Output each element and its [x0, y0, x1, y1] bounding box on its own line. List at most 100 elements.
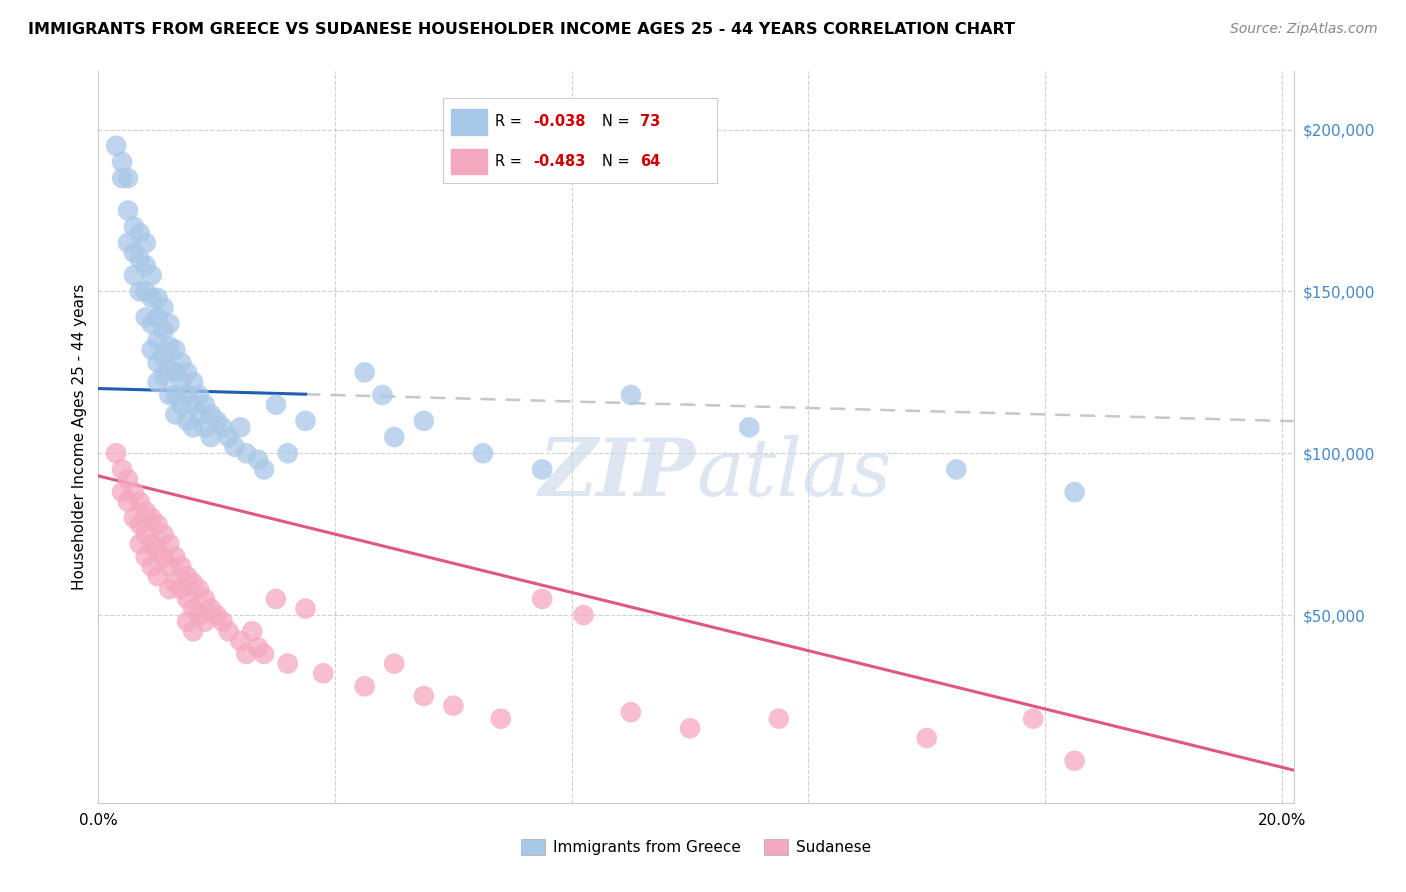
Point: [117, 171, 139, 186]
Point: [211, 615, 233, 629]
Point: [111, 485, 134, 500]
Point: [441, 698, 464, 713]
Point: [135, 235, 157, 250]
Point: [194, 615, 217, 629]
Point: [141, 268, 163, 283]
Text: N =: N =: [602, 114, 634, 129]
Point: [141, 291, 163, 305]
Point: [122, 245, 145, 260]
Point: [218, 624, 240, 639]
Point: [294, 601, 316, 615]
Point: [141, 317, 163, 331]
Point: [105, 138, 128, 153]
Point: [128, 285, 150, 299]
Point: [170, 398, 193, 412]
Point: [128, 495, 150, 509]
Point: [176, 569, 198, 583]
Point: [152, 549, 174, 564]
Point: [165, 388, 187, 402]
Point: [105, 446, 128, 460]
Point: [135, 285, 157, 299]
Point: [176, 591, 198, 606]
Point: [229, 420, 252, 434]
Point: [294, 414, 316, 428]
Point: [181, 375, 204, 389]
Point: [1022, 712, 1045, 726]
Point: [157, 582, 180, 597]
Point: [135, 310, 157, 325]
Legend: Immigrants from Greece, Sudanese: Immigrants from Greece, Sudanese: [515, 833, 877, 861]
Point: [200, 430, 222, 444]
Point: [353, 679, 375, 693]
Point: [531, 591, 554, 606]
Point: [122, 219, 145, 234]
Point: [176, 414, 198, 428]
Point: [170, 375, 193, 389]
Point: [122, 268, 145, 283]
Point: [157, 317, 180, 331]
Point: [1063, 485, 1085, 500]
Text: R =: R =: [495, 154, 526, 169]
Point: [146, 375, 169, 389]
Point: [264, 398, 287, 412]
Point: [157, 388, 180, 402]
Point: [157, 537, 180, 551]
Point: [247, 640, 270, 655]
Point: [135, 259, 157, 273]
Point: [146, 333, 169, 347]
Point: [218, 430, 240, 444]
Point: [1063, 754, 1085, 768]
Point: [235, 446, 257, 460]
Point: [111, 171, 134, 186]
Point: [620, 705, 643, 719]
Point: [152, 301, 174, 315]
Point: [312, 666, 335, 681]
Point: [472, 446, 495, 460]
Point: [135, 549, 157, 564]
Point: [146, 517, 169, 532]
Point: [531, 462, 554, 476]
Point: [489, 712, 512, 726]
Point: [253, 647, 276, 661]
Point: [277, 657, 299, 671]
Text: N =: N =: [602, 154, 634, 169]
Y-axis label: Householder Income Ages 25 - 44 years: Householder Income Ages 25 - 44 years: [72, 284, 87, 591]
Point: [165, 408, 187, 422]
Point: [152, 527, 174, 541]
Point: [247, 452, 270, 467]
Point: [382, 657, 405, 671]
Point: [211, 420, 233, 434]
Point: [181, 420, 204, 434]
Point: [157, 362, 180, 376]
Point: [146, 569, 169, 583]
Point: [165, 365, 187, 379]
Text: 73: 73: [640, 114, 661, 129]
Point: [264, 591, 287, 606]
Point: [738, 420, 761, 434]
Point: [128, 517, 150, 532]
Point: [122, 485, 145, 500]
Point: [117, 203, 139, 218]
Point: [165, 575, 187, 590]
Point: [412, 689, 434, 703]
Point: [620, 388, 643, 402]
Point: [200, 408, 222, 422]
Text: -0.483: -0.483: [533, 154, 586, 169]
Point: [146, 543, 169, 558]
Point: [135, 527, 157, 541]
Point: [170, 356, 193, 370]
Point: [205, 608, 228, 623]
Point: [152, 368, 174, 383]
Point: [170, 582, 193, 597]
Point: [128, 537, 150, 551]
Text: atlas: atlas: [696, 435, 891, 512]
Point: [253, 462, 276, 476]
Point: [152, 323, 174, 337]
Point: [128, 226, 150, 240]
Point: [128, 252, 150, 266]
Text: ZIP: ZIP: [538, 435, 696, 512]
FancyBboxPatch shape: [451, 109, 486, 135]
Point: [165, 549, 187, 564]
Point: [170, 559, 193, 574]
Point: [146, 356, 169, 370]
